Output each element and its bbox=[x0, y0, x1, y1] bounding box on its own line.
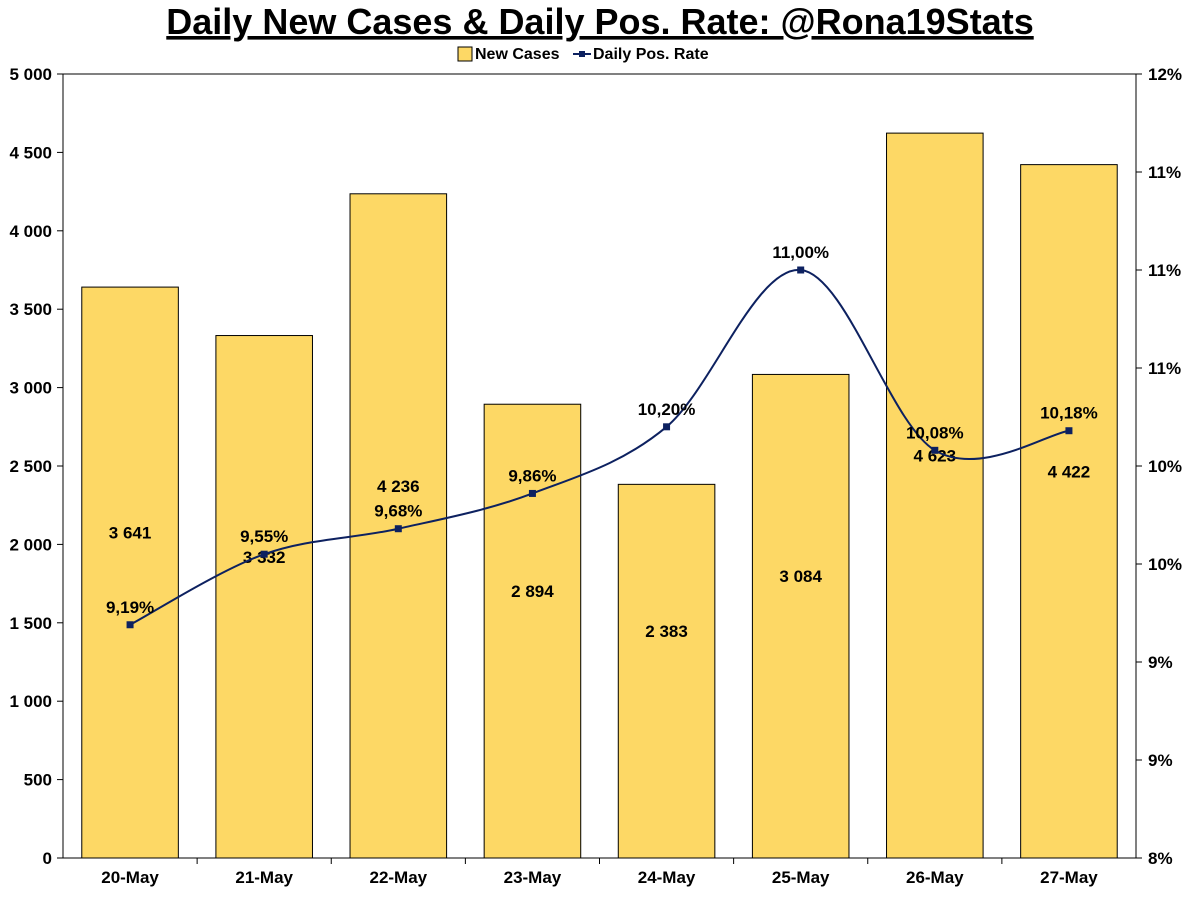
left-axis-tick-label: 5 000 bbox=[9, 65, 52, 84]
rate-value-label: 10,08% bbox=[906, 423, 964, 442]
left-axis: 0 500 1 000 1 500 2 000 2 500 3 000 3 500 4 000 4… bbox=[9, 65, 63, 868]
rate-value-label: 9,86% bbox=[508, 466, 556, 485]
point-daily-pos-rate-24-may bbox=[663, 423, 671, 431]
x-axis-category-label: 21-May bbox=[235, 868, 293, 887]
x-axis: 20-May 21-May 22-May 23-May 24-May 25-May 26-M… bbox=[101, 858, 1098, 887]
chart-title: Daily New Cases & Daily Pos. Rate: @Rona… bbox=[166, 1, 1033, 42]
left-axis-tick-label: 3 500 bbox=[9, 300, 52, 319]
rate-value-label: 9,68% bbox=[374, 502, 422, 521]
x-axis-category-label: 22-May bbox=[369, 868, 427, 887]
x-axis-category-label: 20-May bbox=[101, 868, 159, 887]
right-axis-tick-label: 11% bbox=[1148, 261, 1181, 280]
point-daily-pos-rate-23-may bbox=[528, 489, 536, 497]
bar-value-label: 2 383 bbox=[645, 622, 688, 641]
bar-value-label: 3 641 bbox=[109, 524, 152, 543]
rate-labels: 9,19% 9,55% 9,68% 9,86% 10,20% 11,00% 10,08% 10… bbox=[106, 243, 1098, 617]
bar-new-cases-20-may bbox=[81, 286, 179, 859]
legend-label-new-cases: New Cases bbox=[475, 46, 560, 63]
point-daily-pos-rate-20-may bbox=[126, 621, 134, 629]
left-axis-tick-label: 2 500 bbox=[9, 457, 52, 476]
right-axis-tick-label: 10% bbox=[1148, 555, 1182, 574]
left-axis-tick-label: 500 bbox=[24, 771, 52, 790]
rate-value-label: 10,18% bbox=[1040, 404, 1098, 423]
x-axis-category-label: 24-May bbox=[638, 868, 696, 887]
left-axis-tick-label: 3 000 bbox=[9, 379, 52, 398]
bar-value-label: 4 236 bbox=[377, 477, 420, 496]
bar-new-cases-27-may bbox=[1020, 164, 1118, 859]
point-daily-pos-rate-21-may bbox=[260, 550, 268, 558]
point-daily-pos-rate-26-may bbox=[931, 446, 939, 454]
left-axis-tick-label: 2 000 bbox=[9, 535, 52, 554]
x-axis-category-label: 26-May bbox=[906, 868, 964, 887]
x-axis-category-label: 23-May bbox=[504, 868, 562, 887]
x-axis-category-label: 25-May bbox=[772, 868, 830, 887]
legend-label-daily-pos-rate: Daily Pos. Rate bbox=[593, 46, 709, 63]
left-axis-tick-label: 0 bbox=[43, 849, 52, 868]
left-axis-tick-label: 1 000 bbox=[9, 692, 52, 711]
left-axis-tick-label: 4 000 bbox=[9, 222, 52, 241]
left-axis-tick-label: 4 500 bbox=[9, 143, 52, 162]
bar-new-cases-21-may bbox=[215, 335, 313, 859]
rate-value-label: 9,19% bbox=[106, 598, 154, 617]
rate-value-label: 9,55% bbox=[240, 527, 288, 546]
point-daily-pos-rate-25-may bbox=[797, 266, 805, 274]
point-daily-pos-rate-27-may bbox=[1065, 427, 1073, 435]
bar-new-cases-25-may bbox=[751, 373, 850, 859]
legend-swatch-new-cases bbox=[457, 46, 473, 62]
legend-marker-daily-pos-rate bbox=[579, 51, 585, 57]
bar-value-label: 2 894 bbox=[511, 582, 554, 601]
bar-value-label: 4 623 bbox=[914, 447, 957, 466]
bar-value-label: 4 422 bbox=[1048, 462, 1091, 481]
right-axis: 8% 9% 9% 10% 10% 11% 11% 11% 12% bbox=[1136, 65, 1182, 868]
rate-value-label: 10,20% bbox=[638, 400, 696, 419]
line-daily-pos-rate bbox=[129, 268, 1070, 626]
bar-new-cases-23-may bbox=[483, 403, 582, 859]
right-axis-tick-label: 11% bbox=[1148, 359, 1181, 378]
rate-line bbox=[126, 266, 1073, 629]
right-axis-tick-label: 9% bbox=[1148, 751, 1173, 770]
bar-new-cases-26-may bbox=[886, 132, 984, 859]
x-axis-category-label: 27-May bbox=[1040, 868, 1098, 887]
left-axis-tick-label: 1 500 bbox=[9, 614, 52, 633]
right-axis-tick-label: 12% bbox=[1148, 65, 1182, 84]
bar-new-cases-24-may bbox=[617, 483, 716, 859]
bar-value-label: 3 084 bbox=[779, 567, 822, 586]
rate-value-label: 11,00% bbox=[772, 243, 829, 262]
right-axis-tick-label: 11% bbox=[1148, 163, 1181, 182]
right-axis-tick-label: 8% bbox=[1148, 849, 1173, 868]
right-axis-tick-label: 9% bbox=[1148, 653, 1173, 672]
point-daily-pos-rate-22-may bbox=[394, 525, 402, 533]
right-axis-tick-label: 10% bbox=[1148, 457, 1182, 476]
legend: New Cases Daily Pos. Rate bbox=[457, 46, 709, 63]
bars bbox=[81, 132, 1118, 859]
